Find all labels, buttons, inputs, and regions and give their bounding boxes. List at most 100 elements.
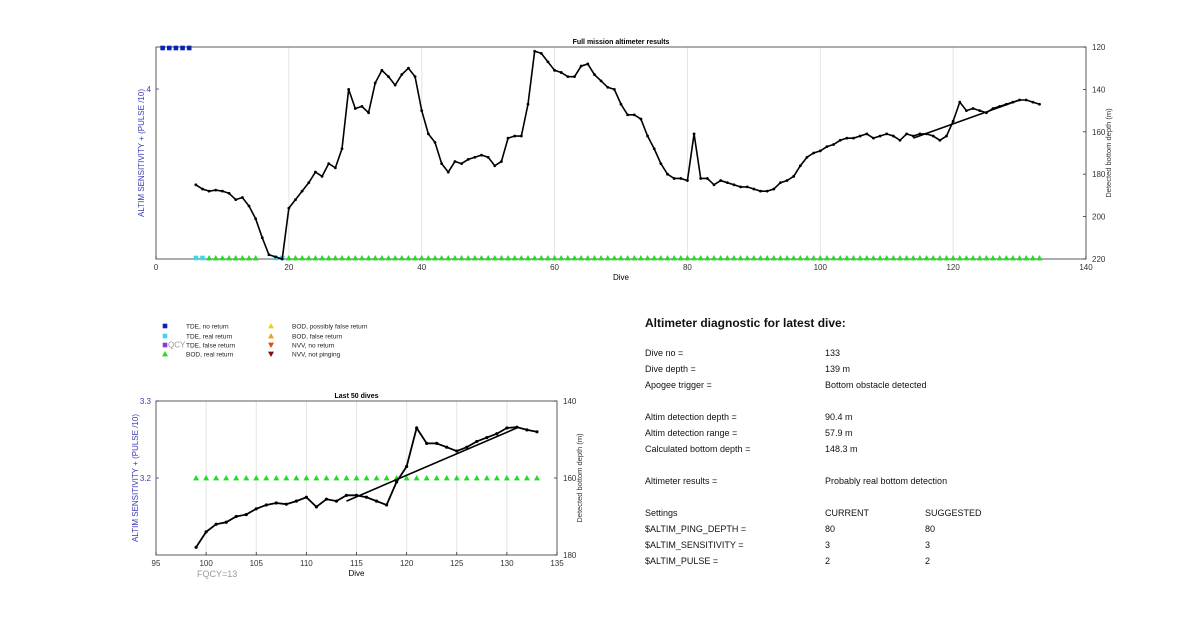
marker-triangle xyxy=(810,255,817,261)
data-point xyxy=(525,428,529,432)
data-point xyxy=(692,132,696,136)
data-point xyxy=(314,505,318,509)
data-point xyxy=(247,204,251,208)
marker-triangle xyxy=(657,255,664,261)
data-point xyxy=(938,138,942,142)
pulse-label: $ALTIM_PULSE = xyxy=(645,556,719,566)
data-point xyxy=(911,134,915,138)
data-point xyxy=(945,134,948,138)
data-point xyxy=(194,183,198,187)
marker-triangle xyxy=(453,475,460,481)
data-point xyxy=(1011,100,1015,104)
data-point xyxy=(304,495,308,499)
marker-triangle xyxy=(365,255,372,261)
data-point xyxy=(798,164,802,168)
marker-triangle xyxy=(744,255,751,261)
marker-square xyxy=(160,45,165,51)
data-point xyxy=(334,499,339,503)
data-point xyxy=(559,71,563,74)
plot-frame xyxy=(155,46,1087,260)
marker-triangle xyxy=(558,255,565,261)
data-point xyxy=(586,62,590,66)
data-point xyxy=(759,189,762,193)
data-point xyxy=(367,111,370,115)
data-point xyxy=(539,51,543,55)
altim-det-range-value: 57.9 m xyxy=(825,428,853,438)
right-tick-label: 180 xyxy=(563,551,577,560)
marker-triangle xyxy=(651,255,658,261)
marker-triangle xyxy=(983,255,990,261)
x-tick-label: 125 xyxy=(450,559,464,568)
x-tick-label: 0 xyxy=(154,263,159,272)
marker-triangle xyxy=(624,255,631,261)
data-point xyxy=(971,107,975,110)
marker-triangle xyxy=(850,255,857,261)
data-point xyxy=(626,113,630,117)
data-point xyxy=(500,160,503,163)
marker-triangle xyxy=(737,255,744,261)
left-tick-label: 4 xyxy=(147,85,152,94)
data-point xyxy=(535,430,539,434)
data-point xyxy=(858,134,862,138)
marker-triangle xyxy=(976,255,983,261)
data-point xyxy=(838,138,842,142)
legend-symbol xyxy=(268,351,274,357)
data-point xyxy=(327,162,331,166)
data-point xyxy=(274,501,278,505)
marker-triangle xyxy=(963,255,970,261)
marker-triangle xyxy=(598,255,605,261)
data-point xyxy=(785,179,789,182)
marker-triangle xyxy=(243,475,250,481)
marker-triangle xyxy=(471,255,478,261)
marker-triangle xyxy=(797,255,804,261)
marker-triangle xyxy=(823,255,830,261)
marker-triangle xyxy=(299,255,306,261)
marker-triangle xyxy=(571,255,578,261)
chart-title: Full mission altimeter results xyxy=(573,39,670,46)
data-point xyxy=(314,170,317,174)
data-point xyxy=(666,172,669,176)
data-point xyxy=(373,81,377,85)
marker-triangle xyxy=(511,255,518,261)
diag-row-settings-header: Settings CURRENT SUGGESTED xyxy=(645,508,1165,522)
legend-label: NVV, not pinging xyxy=(292,352,341,359)
altim-det-depth-value: 90.4 m xyxy=(825,412,853,422)
marker-triangle xyxy=(226,255,233,261)
data-point xyxy=(515,425,519,429)
data-point xyxy=(425,441,429,445)
marker-triangle xyxy=(863,255,870,261)
data-point xyxy=(294,198,297,202)
marker-triangle xyxy=(684,255,691,261)
marker-triangle xyxy=(697,255,704,261)
data-point xyxy=(294,499,298,503)
marker-triangle xyxy=(730,255,737,261)
data-point xyxy=(505,426,509,430)
marker-triangle xyxy=(403,475,410,481)
marker-triangle xyxy=(578,255,585,261)
data-point xyxy=(639,117,643,121)
data-point xyxy=(553,68,556,72)
series-line xyxy=(195,50,1040,261)
marker-triangle xyxy=(293,475,300,481)
marker-triangle xyxy=(378,255,385,261)
legend-label: TDE, no return xyxy=(186,324,229,331)
data-point xyxy=(832,143,835,146)
data-point xyxy=(599,79,603,83)
marker-triangle xyxy=(804,255,810,261)
data-point xyxy=(354,493,359,497)
marker-triangle xyxy=(252,255,259,261)
data-point xyxy=(460,162,463,166)
marker-triangle xyxy=(877,255,884,261)
legend-overlay-text: QCY xyxy=(168,341,186,350)
marker-triangle xyxy=(493,475,500,481)
marker-triangle xyxy=(677,255,684,261)
diag-row-dive-no: Dive no = 133 xyxy=(645,348,1165,362)
marker-triangle xyxy=(418,255,425,261)
marker-triangle xyxy=(458,255,465,261)
x-tick-label: 105 xyxy=(250,559,264,568)
x-tick-label: 80 xyxy=(683,263,692,272)
data-point xyxy=(244,512,248,517)
marker-triangle xyxy=(503,475,510,481)
data-point xyxy=(593,73,596,76)
